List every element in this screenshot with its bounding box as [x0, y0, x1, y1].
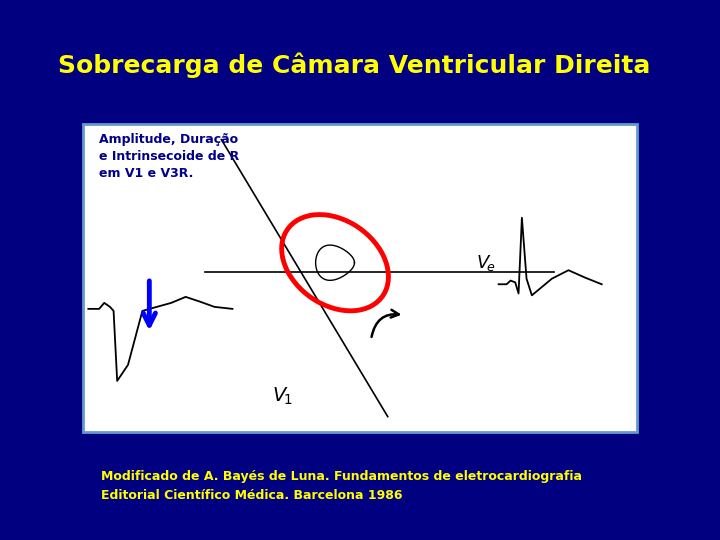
Text: Sobrecarga de Câmara Ventricular Direita: Sobrecarga de Câmara Ventricular Direita — [58, 52, 650, 78]
Text: Amplitude, Duração
e Intrinsecoide de R
em V1 e V3R.: Amplitude, Duração e Intrinsecoide de R … — [99, 133, 240, 180]
Text: $\mathit{V}_{\!e}$: $\mathit{V}_{\!e}$ — [477, 253, 496, 273]
Text: $\mathit{V}_{\!1}$: $\mathit{V}_{\!1}$ — [272, 386, 292, 407]
Text: Modificado de A. Bayés de Luna. Fundamentos de eletrocardiografia
Editorial Cien: Modificado de A. Bayés de Luna. Fundamen… — [101, 470, 582, 502]
FancyBboxPatch shape — [83, 124, 637, 432]
